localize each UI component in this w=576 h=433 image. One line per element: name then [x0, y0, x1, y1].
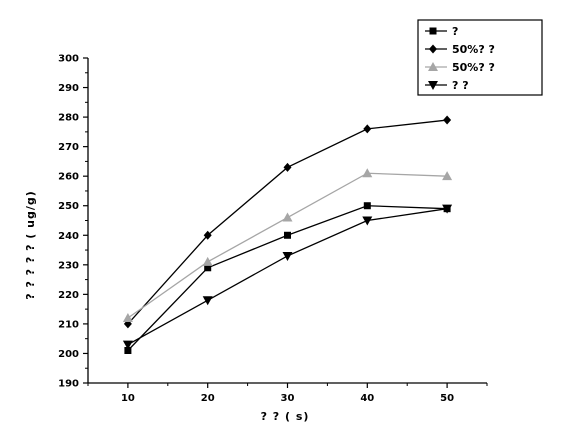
y-tick-label: 280 — [58, 113, 79, 124]
data-point — [442, 171, 453, 181]
legend-marker — [429, 27, 437, 35]
legend-label: ? — [452, 25, 458, 38]
series-line — [127, 205, 448, 351]
series-2 — [123, 115, 452, 329]
legend-label: ? ? — [452, 79, 469, 92]
series-line — [127, 172, 448, 319]
y-tick-label: 210 — [58, 319, 79, 330]
x-tick-label: 50 — [440, 393, 454, 404]
legend-marker — [428, 81, 438, 90]
legend-entry: ? — [425, 25, 458, 38]
legend-label: 50%? ? — [452, 61, 495, 74]
y-axis-label: ? ? ? ? ? ( ug/g) — [24, 190, 37, 300]
data-point — [442, 204, 453, 214]
data-point — [122, 340, 133, 350]
data-point — [202, 296, 213, 306]
data-point — [362, 168, 373, 178]
series-1 — [124, 202, 451, 354]
series-line — [127, 119, 448, 325]
legend-entry: 50%? ? — [425, 43, 495, 56]
y-tick-label: 250 — [58, 201, 79, 212]
legend-entry: 50%? ? — [425, 61, 495, 74]
data-point — [203, 230, 212, 240]
data-point — [283, 162, 292, 172]
legend-marker — [429, 44, 437, 54]
legend-entry: ? ? — [425, 79, 469, 92]
data-point — [204, 264, 212, 272]
y-tick-label: 270 — [58, 142, 79, 153]
legend-box — [417, 19, 543, 96]
y-tick-label: 220 — [58, 290, 79, 301]
x-ticks: 10 20 30 40 50 — [87, 383, 488, 404]
data-point — [362, 216, 373, 226]
data-point — [124, 347, 132, 354]
x-tick-label: 10 — [121, 393, 135, 404]
series-3 — [122, 168, 453, 322]
x-tick-label: 40 — [360, 393, 374, 404]
data-point — [202, 256, 213, 266]
series-group — [122, 115, 453, 354]
data-point — [122, 313, 133, 322]
y-tick-label: 290 — [58, 83, 79, 94]
y-tick-label: 240 — [58, 231, 79, 242]
data-point — [282, 212, 293, 222]
data-point — [363, 124, 372, 134]
series-4 — [122, 204, 453, 350]
y-ticks: 190 200 210 220 230 240 250 260 270 280 290 300 — [58, 54, 88, 390]
y-tick-label: 200 — [58, 349, 79, 360]
x-axis-label: ? ? ( s) — [261, 410, 310, 423]
x-tick-label: 20 — [201, 393, 215, 404]
series-line — [127, 208, 448, 346]
legend: ? 50%? ? 50%? ? ? ? — [417, 19, 543, 96]
data-point — [363, 202, 371, 210]
data-point — [282, 251, 293, 261]
y-tick-label: 190 — [58, 379, 79, 390]
legend-marker — [428, 62, 438, 71]
x-tick-label: 30 — [281, 393, 295, 404]
legend-label: 50%? ? — [452, 43, 495, 56]
y-tick-label: 230 — [58, 260, 79, 271]
data-point — [443, 115, 452, 125]
y-tick-label: 300 — [58, 54, 79, 65]
y-tick-label: 260 — [58, 172, 79, 183]
data-point — [284, 231, 291, 239]
